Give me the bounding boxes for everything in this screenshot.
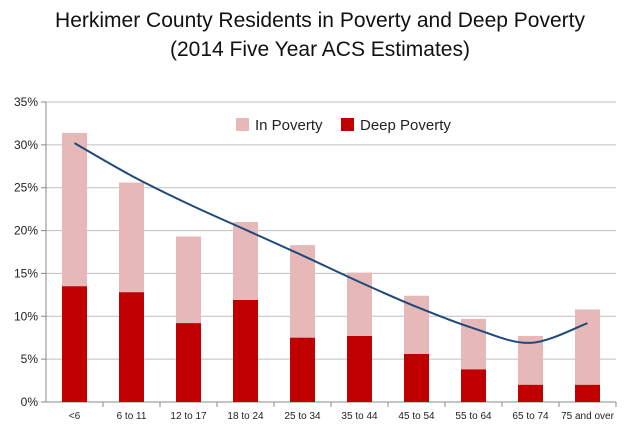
y-tick-label: 5% [21,352,39,366]
x-tick-label: 25 to 34 [284,411,321,422]
y-tick-label: 20% [14,224,38,238]
y-tick-label: 25% [14,181,38,195]
bar-deep-poverty [119,292,144,402]
bar-deep-poverty [62,286,87,402]
bar-deep-poverty [176,323,201,402]
x-tick-label: <6 [69,411,81,422]
bar-deep-poverty [233,300,258,402]
x-tick-label: 75 and over [561,411,614,422]
bar-deep-poverty [518,384,543,402]
x-tick-label: 45 to 54 [398,411,435,422]
y-tick-label: 15% [14,266,38,280]
y-axis-ticks: 0% 5% 10% 15% 20% 25% 30% 35% [14,95,38,409]
legend-swatch [341,118,354,131]
x-axis-ticks: <6 6 to 11 12 to 17 18 to 24 25 to 34 35 to 4… [69,411,615,422]
legend-swatch [236,118,249,131]
x-tick-label: 6 to 11 [117,411,147,422]
x-tick-label: 35 to 44 [341,411,378,422]
y-tick-label: 30% [14,138,38,152]
y-tick-label: 10% [14,309,38,323]
x-tick-label: 12 to 17 [170,411,207,422]
legend: In Poverty Deep Poverty [236,117,451,134]
bars [62,132,600,402]
chart-subtitle: (2014 Five Year ACS Estimates) [170,38,470,61]
trendline [74,142,588,344]
legend-label: Deep Poverty [360,117,451,134]
bar-deep-poverty [461,369,486,402]
y-tick-label: 35% [14,95,38,109]
trendline-curve [74,142,588,344]
bar-deep-poverty [404,354,429,402]
bar-deep-poverty [290,337,315,402]
chart-title: Herkimer County Residents in Poverty and… [55,9,585,32]
bar-deep-poverty [575,384,600,402]
bar-deep-poverty [347,336,372,402]
x-tick-label: 55 to 64 [455,411,492,422]
x-tick-label: 18 to 24 [227,411,264,422]
y-tick-label: 0% [21,395,39,409]
legend-label: In Poverty [255,117,323,134]
x-tick-label: 65 to 74 [512,411,549,422]
chart-title-block: Herkimer County Residents in Poverty and… [0,6,640,64]
